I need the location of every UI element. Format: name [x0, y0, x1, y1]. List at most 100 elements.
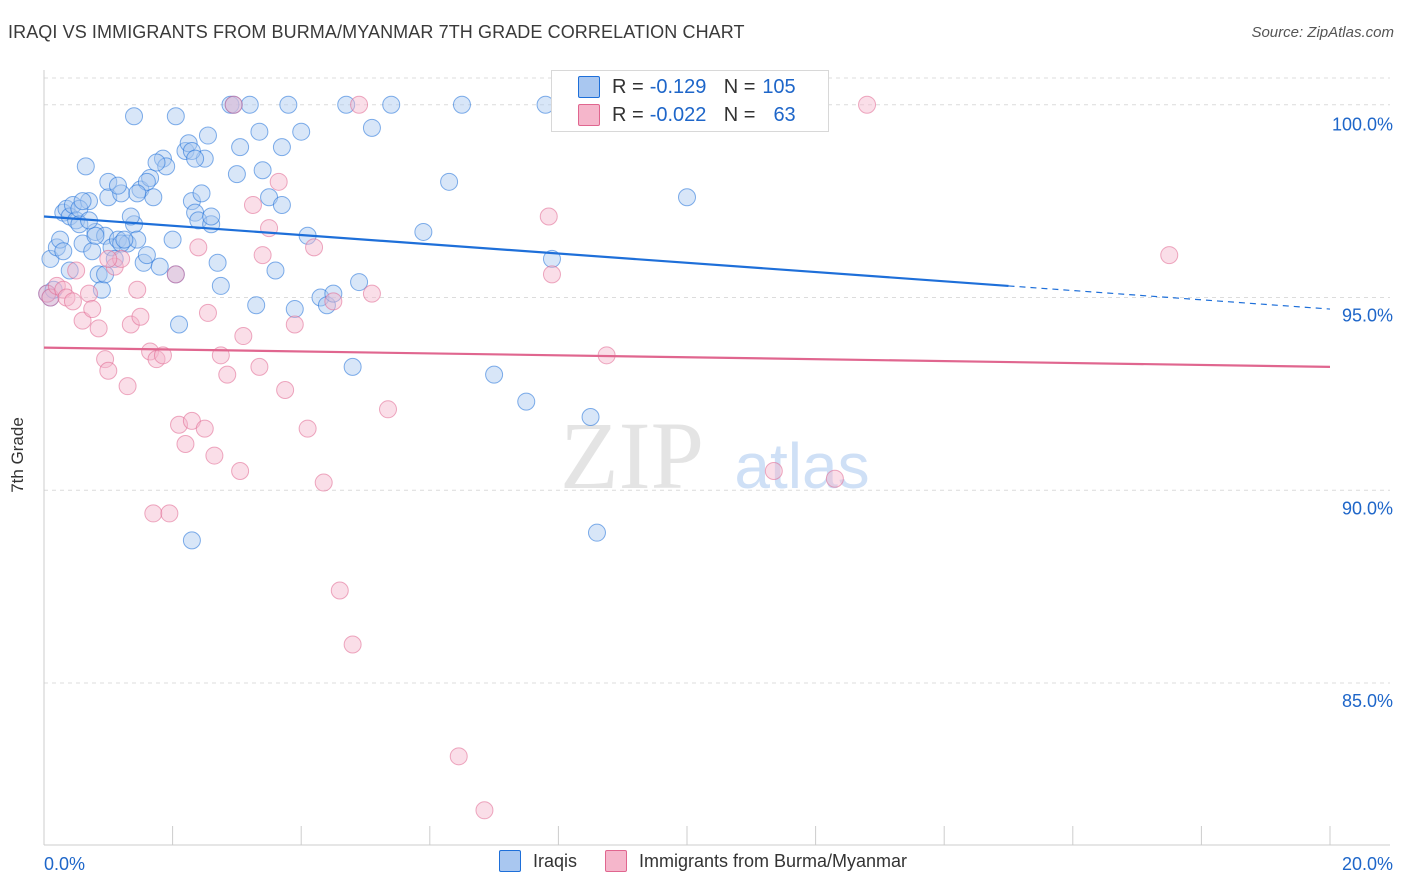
- x-tick-label: 20.0%: [1342, 854, 1393, 874]
- point-burma: [379, 400, 398, 419]
- point-iraqis: [60, 261, 79, 280]
- legend-r-label: R =: [612, 75, 644, 98]
- trend-line-iraqis: [43, 215, 1009, 288]
- point-burma: [99, 249, 118, 268]
- point-iraqis: [157, 157, 176, 176]
- point-burma: [243, 195, 262, 214]
- point-iraqis: [266, 261, 285, 280]
- point-burma: [449, 747, 468, 766]
- point-iraqis: [343, 357, 362, 376]
- point-burma: [96, 350, 115, 369]
- legend-item-burma[interactable]: Immigrants from Burma/Myanmar: [604, 850, 907, 872]
- point-burma: [112, 249, 131, 268]
- point-burma: [350, 95, 369, 114]
- point-burma: [153, 346, 172, 365]
- point-burma: [73, 311, 92, 330]
- point-iraqis: [99, 172, 118, 191]
- point-iraqis: [211, 276, 230, 295]
- point-burma: [195, 419, 214, 438]
- trend-line-iraqis-extension: [1008, 285, 1331, 310]
- point-burma: [89, 319, 108, 338]
- point-burma: [189, 238, 208, 257]
- point-iraqis: [581, 408, 600, 427]
- point-burma: [63, 292, 82, 311]
- point-iraqis: [292, 122, 311, 141]
- point-iraqis: [186, 149, 205, 168]
- point-iraqis: [86, 222, 105, 241]
- point-burma: [764, 461, 783, 480]
- point-iraqis: [362, 118, 381, 137]
- point-iraqis: [350, 273, 369, 292]
- watermark-zip: ZIP: [560, 402, 704, 509]
- point-iraqis: [182, 531, 201, 550]
- point-iraqis: [247, 296, 266, 315]
- point-iraqis: [125, 107, 144, 126]
- point-iraqis: [96, 265, 115, 284]
- point-burma: [205, 446, 224, 465]
- point-iraqis: [163, 230, 182, 249]
- point-iraqis: [73, 192, 92, 211]
- grid-lines: [44, 77, 1390, 684]
- point-burma: [166, 265, 185, 284]
- chart-title: IRAQI VS IMMIGRANTS FROM BURMA/MYANMAR 7…: [8, 22, 745, 42]
- point-iraqis: [144, 188, 163, 207]
- legend-n-value: 63: [773, 103, 796, 126]
- point-iraqis: [137, 246, 156, 265]
- point-iraqis: [414, 222, 433, 241]
- point-burma: [231, 461, 250, 480]
- point-burma: [314, 473, 333, 492]
- point-iraqis: [150, 257, 169, 276]
- point-iraqis: [250, 122, 269, 141]
- point-burma: [128, 280, 147, 299]
- legend-swatch-burma: [604, 850, 627, 872]
- point-iraqis: [182, 192, 201, 211]
- legend-r-value: -0.129: [649, 75, 707, 98]
- point-iraqis: [227, 165, 246, 184]
- point-iraqis: [678, 188, 696, 207]
- point-burma: [362, 284, 381, 303]
- point-iraqis: [76, 157, 95, 176]
- point-iraqis: [485, 365, 504, 384]
- legend-swatch-blue: [578, 76, 600, 98]
- point-iraqis: [452, 95, 471, 114]
- watermark: ZIP atlas: [560, 402, 870, 509]
- point-iraqis: [198, 126, 217, 145]
- y-tick-label: 90.0%: [1342, 498, 1393, 518]
- point-iraqis: [517, 392, 536, 411]
- point-burma: [198, 303, 217, 322]
- point-burma: [305, 238, 324, 257]
- legend-item-iraqis[interactable]: Iraqis: [498, 850, 577, 872]
- point-burma: [218, 365, 237, 384]
- point-iraqis: [86, 226, 105, 245]
- point-burma: [160, 504, 179, 523]
- point-iraqis: [279, 95, 298, 114]
- point-iraqis: [80, 192, 99, 211]
- point-burma: [285, 315, 304, 334]
- trend-lines: [43, 215, 1331, 368]
- point-burma: [269, 172, 288, 191]
- point-burma: [858, 95, 877, 114]
- y-tick-label: 85.0%: [1342, 691, 1393, 711]
- point-burma: [343, 635, 362, 654]
- point-iraqis: [542, 249, 561, 268]
- point-burma: [144, 504, 163, 523]
- point-iraqis: [89, 265, 108, 284]
- point-burma: [99, 361, 118, 380]
- point-iraqis: [202, 207, 221, 226]
- axes: [43, 70, 1390, 846]
- point-burma: [105, 257, 124, 276]
- point-iraqis: [382, 95, 401, 114]
- point-iraqis: [272, 138, 291, 157]
- point-burma: [121, 315, 140, 334]
- point-iraqis: [285, 300, 304, 319]
- point-burma: [83, 300, 102, 319]
- point-iraqis: [272, 195, 291, 214]
- watermark-atlas: atlas: [734, 430, 869, 502]
- data-points: [38, 95, 1179, 820]
- point-iraqis: [128, 184, 147, 203]
- legend-r-label: R =: [612, 103, 644, 126]
- legend-n-value: 105: [762, 75, 796, 98]
- point-iraqis: [208, 253, 227, 272]
- legend-label-iraqis: Iraqis: [532, 850, 577, 871]
